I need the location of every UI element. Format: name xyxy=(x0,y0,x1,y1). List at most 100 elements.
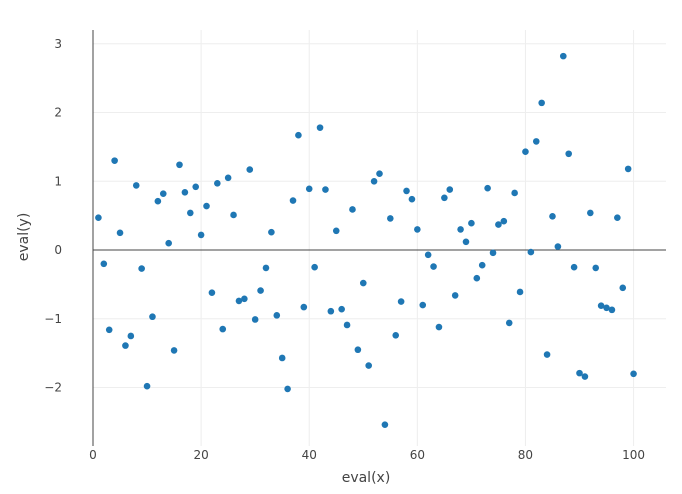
data-point xyxy=(451,292,459,299)
data-point xyxy=(570,263,578,271)
data-point xyxy=(273,312,281,319)
data-point xyxy=(587,209,594,217)
x-tick-label: 20 xyxy=(193,448,208,462)
data-point xyxy=(581,373,589,380)
data-point xyxy=(143,382,151,390)
data-point xyxy=(430,263,437,270)
data-point xyxy=(262,264,270,272)
data-point xyxy=(495,221,502,228)
data-point xyxy=(392,331,400,339)
data-point xyxy=(111,157,118,164)
data-point xyxy=(257,287,264,294)
data-point xyxy=(127,332,135,340)
grid-layer xyxy=(93,30,666,446)
data-point xyxy=(359,279,367,287)
data-point xyxy=(500,217,508,225)
data-point xyxy=(516,288,524,296)
data-point xyxy=(327,307,335,315)
data-point xyxy=(122,342,129,349)
data-point xyxy=(489,249,497,257)
data-point xyxy=(311,263,318,271)
data-point xyxy=(116,229,124,237)
data-point xyxy=(414,226,421,233)
data-point xyxy=(473,274,481,282)
y-tick-label: 0 xyxy=(54,243,62,257)
data-point xyxy=(295,131,302,139)
data-point xyxy=(592,264,600,272)
data-point xyxy=(614,214,621,222)
data-point xyxy=(381,421,389,428)
data-point xyxy=(187,209,194,217)
x-tick-label: 100 xyxy=(622,448,645,462)
data-point xyxy=(241,295,248,303)
x-tick-label: 60 xyxy=(410,448,425,462)
data-point xyxy=(462,238,470,246)
y-tick-label: −2 xyxy=(44,381,62,395)
data-point xyxy=(197,231,205,239)
data-point xyxy=(246,166,254,173)
data-point xyxy=(441,194,448,202)
data-point xyxy=(630,370,637,378)
y-axis-title: eval(y) xyxy=(16,213,32,262)
data-point xyxy=(203,202,210,210)
data-point xyxy=(100,260,108,268)
y-tick-label: 3 xyxy=(54,37,62,51)
data-point xyxy=(387,215,394,222)
data-point xyxy=(505,319,513,327)
data-point xyxy=(549,213,556,220)
data-point xyxy=(576,369,583,377)
data-point xyxy=(305,185,313,193)
data-point xyxy=(354,346,362,354)
data-point xyxy=(251,316,259,323)
data-point xyxy=(559,52,567,60)
data-point xyxy=(370,177,378,185)
data-point xyxy=(165,239,172,247)
data-point xyxy=(208,289,216,296)
data-point xyxy=(181,188,189,196)
data-point xyxy=(554,243,562,250)
data-point xyxy=(284,385,291,393)
data-point xyxy=(478,261,486,269)
data-points xyxy=(95,52,637,428)
data-point xyxy=(230,211,237,219)
data-point xyxy=(419,301,427,309)
data-point xyxy=(484,184,491,192)
x-tick-label: 40 xyxy=(302,448,317,462)
data-point xyxy=(343,321,351,329)
data-point xyxy=(214,180,221,187)
data-point xyxy=(446,186,454,193)
data-point xyxy=(176,161,183,169)
data-point xyxy=(403,187,410,195)
y-tick-label: 2 xyxy=(54,106,62,120)
data-point xyxy=(543,351,551,358)
data-point xyxy=(468,219,475,227)
data-point xyxy=(224,174,232,182)
data-point xyxy=(424,251,432,259)
data-point xyxy=(235,297,243,305)
data-point xyxy=(138,265,145,272)
data-point xyxy=(316,124,324,131)
data-point xyxy=(608,306,616,314)
data-point xyxy=(300,303,308,311)
data-point xyxy=(435,323,443,331)
tick-labels: 0 20 40 60 80 100 −2 −1 0 1 2 3 xyxy=(44,37,645,462)
axis-layer xyxy=(92,30,666,446)
data-point xyxy=(603,304,610,312)
data-point xyxy=(170,347,178,354)
data-point xyxy=(565,150,572,158)
data-point xyxy=(268,228,275,236)
data-point xyxy=(457,226,464,233)
data-point xyxy=(332,227,340,235)
data-point xyxy=(338,305,345,313)
data-point xyxy=(365,362,372,369)
y-tick-label: −1 xyxy=(44,312,62,326)
data-point xyxy=(149,313,156,321)
y-tick-label: 1 xyxy=(54,174,62,188)
data-point xyxy=(408,195,416,203)
data-point xyxy=(349,206,356,213)
data-point xyxy=(154,197,162,205)
data-point xyxy=(619,284,627,292)
data-point xyxy=(132,182,140,189)
